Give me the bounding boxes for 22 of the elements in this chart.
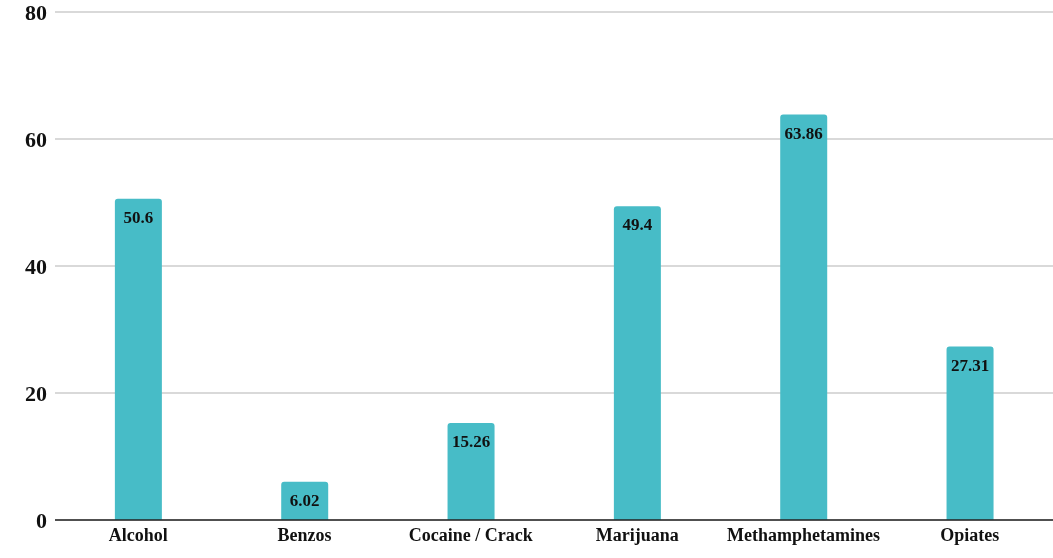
data-label: 49.4 bbox=[622, 215, 653, 235]
bar bbox=[780, 114, 828, 520]
bar bbox=[447, 423, 495, 520]
y-tick-label: 40 bbox=[25, 253, 47, 279]
data-label: 15.26 bbox=[451, 432, 491, 452]
data-label: 27.31 bbox=[950, 355, 990, 375]
y-tick-label: 60 bbox=[25, 126, 47, 152]
x-tick-label: Cocaine / Crack bbox=[408, 524, 533, 545]
y-tick-label: 0 bbox=[36, 507, 47, 533]
bar bbox=[946, 346, 994, 520]
x-tick-label: Alcohol bbox=[108, 524, 168, 545]
bar bbox=[613, 206, 661, 520]
x-tick-label: Benzos bbox=[277, 524, 332, 545]
bar bbox=[114, 198, 162, 520]
x-tick-label: Opiates bbox=[940, 524, 1000, 545]
data-label: 6.02 bbox=[289, 490, 320, 510]
data-label: 50.6 bbox=[123, 207, 154, 227]
data-label: 63.86 bbox=[784, 123, 823, 143]
x-tick-label: Methamphetamines bbox=[727, 524, 880, 545]
y-tick-label: 80 bbox=[25, 0, 47, 25]
x-tick-label: Marijuana bbox=[595, 524, 679, 545]
y-tick-label: 20 bbox=[25, 380, 47, 406]
